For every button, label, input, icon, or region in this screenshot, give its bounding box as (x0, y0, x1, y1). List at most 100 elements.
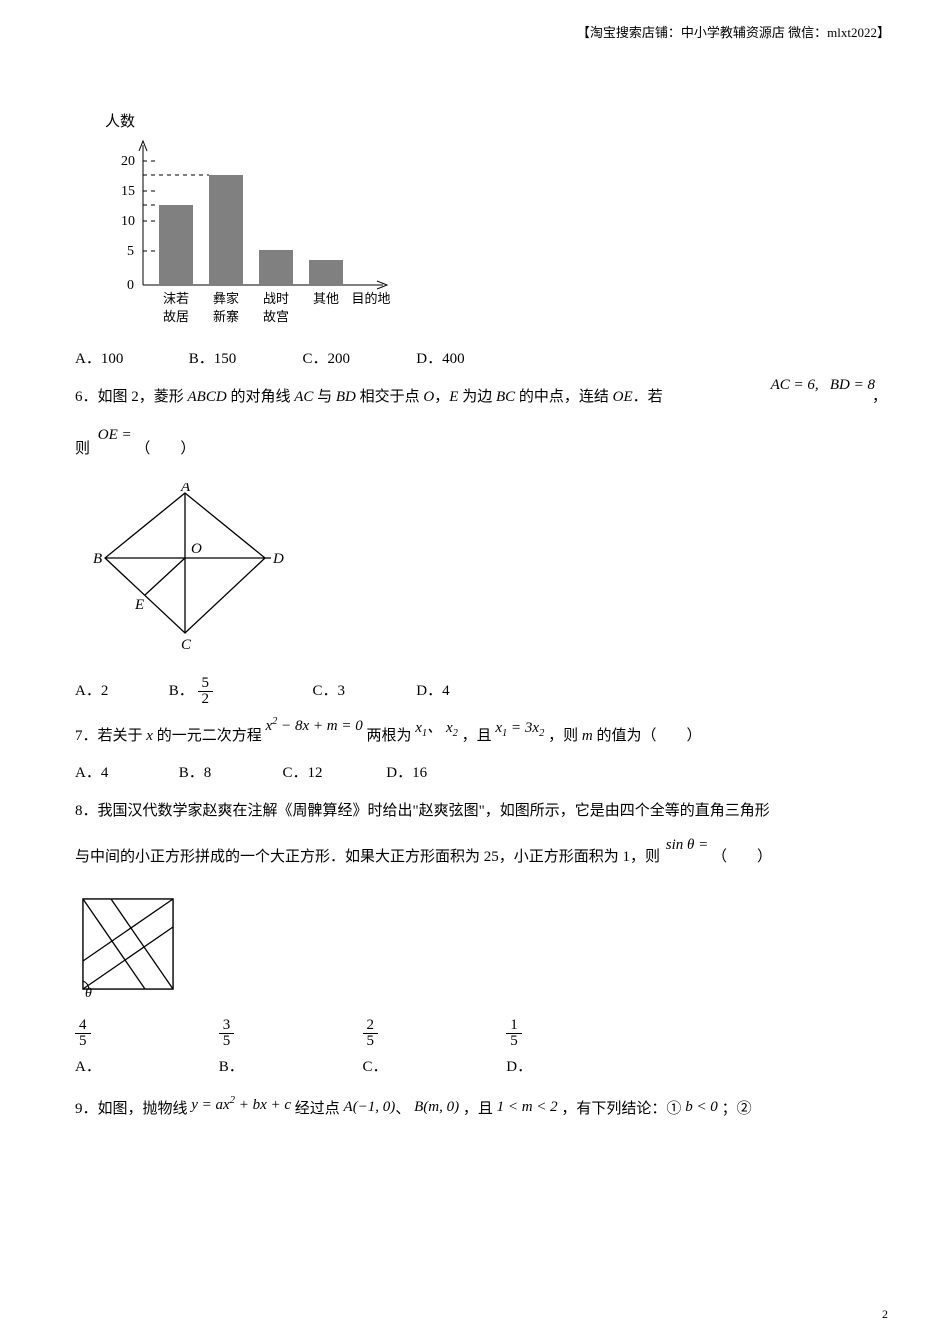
svg-text:故居: 故居 (163, 309, 189, 324)
q7-m: m (582, 728, 593, 744)
q8-paren: （ ） (712, 849, 772, 865)
q7-option-a: A．4 (75, 761, 175, 782)
q8-d-frac: 1 5 (506, 1018, 522, 1049)
q6-given: AC = 6, BD = 8 (771, 370, 875, 402)
q6-m5: 为边 (458, 389, 496, 405)
q8-b-label: B． (219, 1055, 244, 1076)
q6-figure: A B C D O E (85, 483, 875, 658)
q6-option-c: C．3 (313, 679, 413, 700)
q8-a-frac: 4 5 (75, 1018, 91, 1049)
q8-a-num: 4 (75, 1018, 91, 1034)
q9-B: B(m, 0) (414, 1099, 459, 1115)
svg-text:O: O (191, 541, 202, 557)
q8-c-num: 2 (363, 1018, 379, 1034)
q6-o: O (423, 389, 434, 405)
q6-m7: ．若 (633, 389, 663, 405)
q8-c-frac: 2 5 (363, 1018, 379, 1049)
q7-eq-mid: − 8x + m = 0 (277, 718, 362, 734)
q7-text: 7．若关于 x 的一元二次方程 x2 − 8x + m = 0 两根为 x1、 … (75, 721, 875, 753)
q6-oe: OE (613, 389, 633, 405)
svg-text:彝家: 彝家 (213, 291, 239, 306)
q8-c-label: C． (363, 1055, 388, 1076)
q6-options: A．2 B． 5 2 C．3 D．4 (75, 676, 875, 707)
ytick-0: 0 (127, 278, 134, 293)
q9-m4: ；② (722, 1101, 752, 1117)
q8-figure: θ (75, 891, 875, 1006)
chart-y-axis-title: 人数 (105, 110, 875, 131)
q6-m4: ， (434, 389, 449, 405)
q6-m2: 与 (313, 389, 336, 405)
q6-b-label: B． (169, 679, 194, 700)
ytick-20: 20 (121, 154, 135, 169)
q6-oe-eq: OE = (98, 427, 136, 443)
q8-sin: sin θ = (666, 837, 709, 853)
q6-b-frac: 5 2 (198, 676, 214, 707)
q7-x2: x2 (446, 720, 458, 736)
q6-text: 6．如图 2，菱形 ABCD 的对角线 AC 与 BD 相交于点 O，E 为边 … (75, 382, 875, 414)
q6-paren: （ ） (135, 441, 195, 457)
q9-sep: 、 (395, 1101, 410, 1117)
q6-then: 则 (75, 441, 90, 457)
q8-b-num: 3 (219, 1018, 235, 1034)
ytick-15: 15 (121, 184, 135, 199)
q7-prefix: 7．若关于 (75, 728, 146, 744)
q7-options: A．4 B．8 C．12 D．16 (75, 761, 875, 782)
q6-bc: BC (496, 389, 515, 405)
q9-text: 9．如图，抛物线 y = ax2 + bx + c 经过点 A(−1, 0)、 … (75, 1094, 875, 1126)
q6-m6: 的中点，连结 (515, 389, 613, 405)
svg-text:新寨: 新寨 (213, 309, 239, 324)
q9-m1: 经过点 (295, 1101, 340, 1117)
q8-option-a: 4 5 A． (75, 1024, 215, 1076)
q8-b-den: 5 (219, 1034, 235, 1049)
q6-comma: ， (872, 382, 887, 414)
q6-abcd: ABCD (188, 389, 227, 405)
q9-m3: ，有下列结论：① (561, 1101, 681, 1117)
q7-option-b: B．8 (179, 761, 279, 782)
svg-text:D: D (272, 551, 284, 567)
q5-option-c: C．200 (303, 347, 413, 368)
q8-line2: 与中间的小正方形拼成的一个大正方形．如果大正方形面积为 25，小正方形面积为 1… (75, 842, 875, 874)
q6-line2: 则 OE = （ ） (75, 434, 875, 466)
q9-A: A(−1, 0) (344, 1099, 396, 1115)
q7-m2: 两根为 (366, 728, 411, 744)
q6-ac-eq: AC = 6, (771, 377, 819, 393)
q9-eq: y = ax2 + bx + c (191, 1097, 291, 1113)
q6-option-a: A．2 (75, 679, 165, 700)
q6-m1: 的对角线 (227, 389, 295, 405)
q5-options: A．100 B．150 C．200 D．400 (75, 347, 875, 368)
bar-chart: 20 15 10 5 0 (103, 135, 875, 335)
svg-text:E: E (134, 597, 144, 613)
q9-c1: b < 0 (685, 1099, 718, 1115)
q7-eq: x2 − 8x + m = 0 (265, 718, 362, 734)
q5-option-d: D．400 (416, 347, 526, 368)
q8-option-c: 2 5 C． (363, 1024, 503, 1076)
q6-b-den: 2 (198, 692, 214, 707)
q8-a-den: 5 (75, 1034, 91, 1049)
q7-m1: 的一元二次方程 (153, 728, 262, 744)
q6-option-b: B． 5 2 (169, 676, 309, 707)
q6-prefix: 6．如图 2，菱形 (75, 389, 188, 405)
svg-text:沫若: 沫若 (163, 291, 189, 306)
q8-d-num: 1 (506, 1018, 522, 1034)
q7-rel: x1 = 3x2 (495, 720, 544, 736)
q7-x1: x1 (415, 720, 427, 736)
q7-m3: ，且 (462, 728, 492, 744)
q8-option-d: 1 5 D． (506, 1024, 646, 1076)
q7-option-c: C．12 (283, 761, 383, 782)
q5-option-a: A．100 (75, 347, 185, 368)
q8-line1: 8．我国汉代数学家赵爽在注解《周髀算经》时给出"赵爽弦图"，如图所示，它是由四个… (75, 796, 875, 828)
svg-text:其他: 其他 (313, 291, 339, 306)
q6-bd: BD (336, 389, 356, 405)
q7-x: x (146, 728, 153, 744)
svg-text:C: C (181, 637, 192, 653)
q7-m4: ，则 (548, 728, 582, 744)
q9-m2: ，且 (463, 1101, 493, 1117)
svg-text:目的地: 目的地 (351, 291, 390, 306)
q7-option-d: D．16 (386, 761, 486, 782)
q8-option-b: 3 5 B． (219, 1024, 359, 1076)
q8-b-frac: 3 5 (219, 1018, 235, 1049)
q6-ac: AC (294, 389, 313, 405)
svg-text:A: A (180, 483, 191, 495)
q6-b-num: 5 (198, 676, 214, 692)
ytick-5: 5 (127, 244, 134, 259)
